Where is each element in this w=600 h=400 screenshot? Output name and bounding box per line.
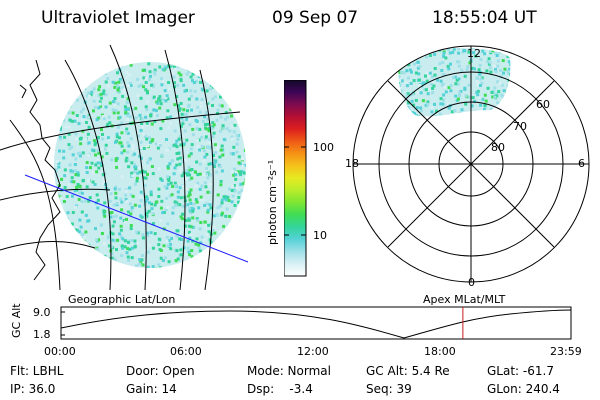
polar-plot: [352, 45, 590, 283]
info-glat: GLat: -61.7: [487, 364, 554, 378]
info-door: Door: Open: [126, 364, 195, 378]
info-gain: Gain: 14: [126, 382, 177, 396]
geographic-label: Geographic Lat/Lon: [68, 293, 176, 306]
mlt-label-6: 6: [578, 157, 585, 170]
meridian-line: [199, 69, 214, 290]
time-label: 18:55:04 UT: [432, 8, 537, 28]
altitude-ylabel: GC Alt: [10, 303, 23, 338]
mlt-label-0: 0: [468, 276, 475, 289]
mlat-label-60: 60: [536, 98, 550, 111]
terminator-line: [24, 174, 249, 263]
earth-disk: [54, 62, 246, 268]
info-seq: Seq: 39: [366, 382, 412, 396]
meridian-line: [9, 119, 61, 290]
mlt-label-18: 18: [345, 157, 359, 170]
altitude-ytick-9: 9.0: [33, 306, 51, 319]
colorbar-unit-text: photon cm⁻²s⁻¹: [266, 160, 279, 245]
info-ip: IP: 36.0: [10, 382, 56, 396]
parallel-line: [0, 241, 96, 251]
colorbar-tick-100: 100: [313, 141, 334, 154]
parallel-line: [0, 111, 241, 151]
colorbar-unit-label: photon cm⁻²s⁻¹: [266, 160, 279, 245]
altitude-frame: [60, 306, 572, 340]
mlat-label-70: 70: [513, 120, 527, 133]
apex-label: Apex MLat/MLT: [423, 293, 506, 306]
info-gc-alt: GC Alt: 5.4 Re: [366, 364, 450, 378]
meridian-line: [109, 44, 147, 290]
colorbar-tick-10: 10: [313, 229, 327, 242]
geographic-image: [0, 44, 249, 290]
app-title: Ultraviolet Imager: [41, 8, 195, 28]
info-flt: Flt: LBHL: [10, 364, 64, 378]
island-outline: [19, 84, 27, 99]
mlt-label-12: 12: [467, 47, 481, 60]
meridian-line: [64, 59, 112, 290]
colorbar-gradient: [284, 80, 307, 277]
altitude-curve: [60, 309, 572, 339]
xtick-1800: 18:00: [424, 345, 456, 358]
xtick-0600: 06:00: [170, 345, 202, 358]
info-dsp: Dsp: -3.4: [247, 382, 313, 396]
date-label: 09 Sep 07: [272, 8, 359, 28]
altitude-ytick-1-8: 1.8: [33, 328, 51, 341]
parallel-line: [0, 188, 111, 201]
mlat-label-80: 80: [491, 141, 505, 154]
xtick-2359: 23:59: [550, 345, 582, 358]
meridian-line: [164, 49, 186, 290]
xtick-0000: 00:00: [44, 345, 76, 358]
info-mode: Mode: Normal: [247, 364, 331, 378]
info-glon: GLon: 240.4: [487, 382, 560, 396]
altitude-plot: GC Alt: [10, 303, 572, 340]
colorbar: [284, 80, 307, 277]
mlt-line-diag: [387, 80, 555, 248]
coastline: [29, 59, 61, 281]
xtick-1200: 12:00: [297, 345, 329, 358]
